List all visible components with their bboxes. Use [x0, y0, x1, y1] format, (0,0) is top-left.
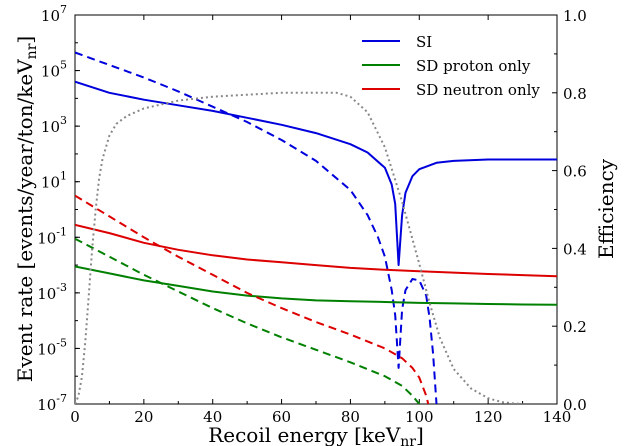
- y-tick-label: 107: [41, 3, 67, 25]
- x-tick-label: 140: [543, 408, 572, 426]
- legend-label: SD neutron only: [416, 81, 540, 99]
- series-sd-neutron-only-solid: [75, 223, 557, 278]
- y-axis-label: Event rate [events/year/ton/keVnr]: [13, 36, 40, 382]
- x-tick-label: 100: [405, 408, 434, 426]
- x-tick-label: 20: [134, 408, 153, 426]
- series-sd-proton-only-dashed: [75, 237, 421, 404]
- y-tick-label: 10-1: [37, 225, 67, 247]
- y2-axis-label: Efficiency: [594, 158, 618, 259]
- series-sd-proton-only-solid: [75, 265, 557, 306]
- y2-tick-label: 0.4: [563, 240, 587, 258]
- y2-tick-label: 0.2: [563, 318, 587, 336]
- y-tick-label: 101: [41, 170, 67, 192]
- series-efficiency-dotted: [75, 91, 523, 404]
- y2-tick-label: 1.0: [563, 7, 587, 25]
- legend-label: SI: [416, 33, 432, 51]
- axis-ticks: 0 20 40 60 80 100 120 140 10-7 10-5 10-3 10-1 101 103…: [37, 3, 587, 426]
- y-tick-label: 105: [41, 59, 67, 81]
- series-si-solid: [75, 80, 557, 267]
- x-tick-label: 60: [272, 408, 291, 426]
- x-tick-label: 40: [203, 408, 222, 426]
- y2-tick-label: 0.0: [563, 396, 587, 414]
- legend-label: SD proton only: [416, 57, 531, 75]
- x-tick-label: 0: [70, 408, 80, 426]
- y-tick-label: 10-7: [37, 392, 67, 414]
- y-tick-label: 103: [41, 114, 67, 136]
- x-axis-label: Recoil energy [keVnr]: [208, 423, 424, 446]
- y-axis-label-sub: nr: [24, 43, 40, 59]
- x-tick-label: 80: [341, 408, 360, 426]
- y2-tick-label: 0.6: [563, 163, 587, 181]
- series-sd-neutron-only-dashed: [75, 194, 430, 404]
- series-si-dashed: [75, 51, 438, 404]
- x-axis-label-sub: nr: [400, 434, 416, 446]
- y-tick-label: 10-3: [37, 281, 67, 303]
- y2-tick-label: 0.8: [563, 85, 587, 103]
- curves: [75, 51, 557, 404]
- y-tick-label: 10-5: [37, 336, 67, 358]
- x-tick-label: 120: [474, 408, 503, 426]
- legend: SI SD proton only SD neutron only: [362, 33, 540, 99]
